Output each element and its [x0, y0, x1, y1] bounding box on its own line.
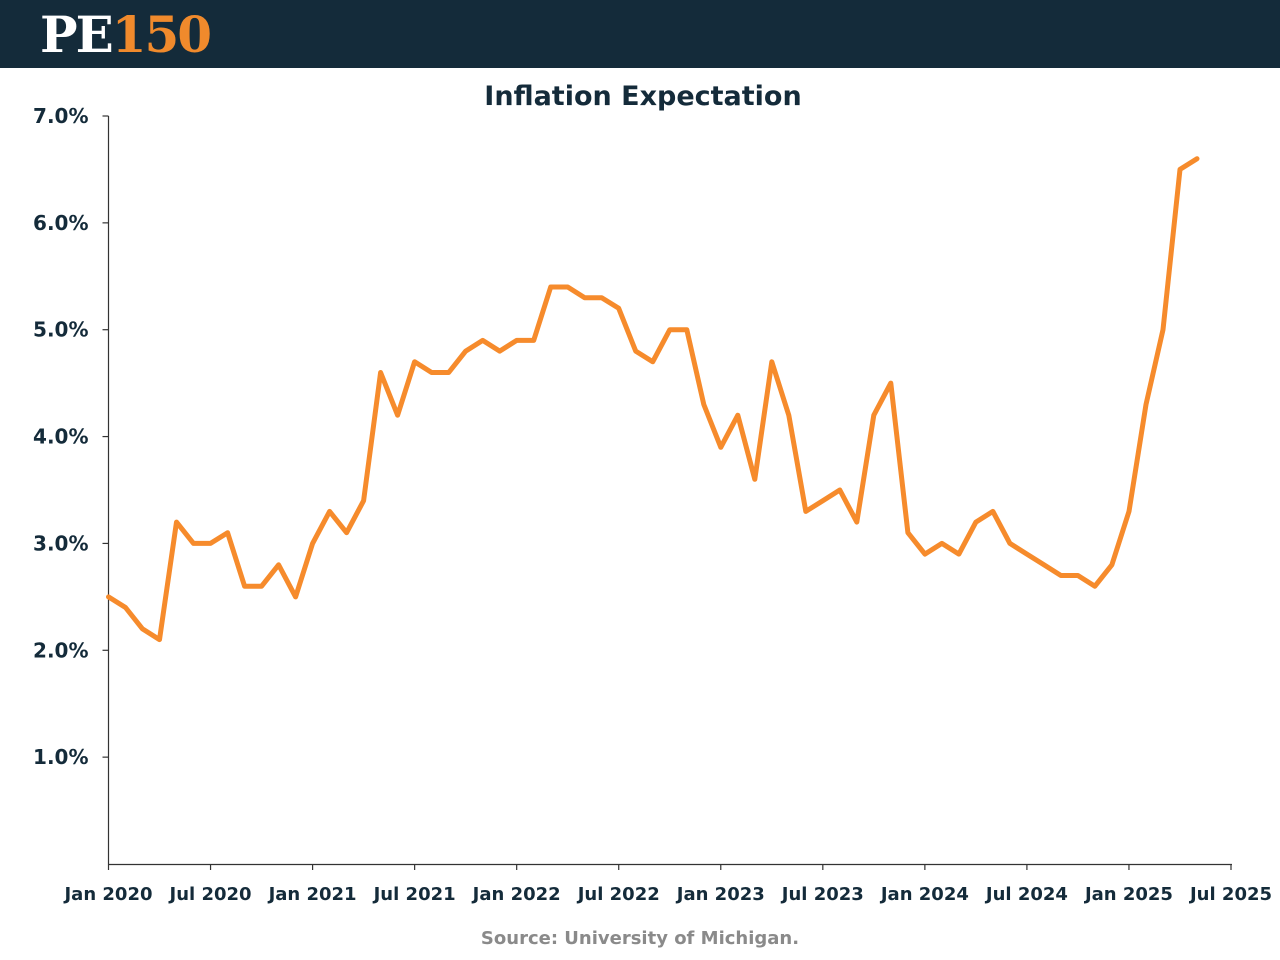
y-tick-label: 1.0%: [33, 745, 88, 769]
x-tick-label: Jul 2021: [372, 884, 456, 905]
x-tick-label: Jul 2023: [780, 884, 864, 905]
x-ticks: Jan 2020 Jul 2020 Jan 2021 Jul 2021 Jan 2022…: [62, 864, 1272, 905]
logo-number: 150: [111, 5, 212, 64]
x-tick-label: Jul 2022: [576, 884, 660, 905]
x-tick-label: Jan 2024: [879, 884, 969, 905]
y-tick-label: 5.0%: [33, 318, 88, 342]
x-tick-label: Jan 2023: [675, 884, 765, 905]
y-ticks: 1.0% 2.0% 3.0% 4.0% 5.0% 6.0% 7.0%: [33, 104, 109, 769]
x-tick-label: Jan 2022: [471, 884, 561, 905]
x-tick-label: Jan 2021: [267, 884, 357, 905]
x-tick-label: Jan 2025: [1083, 884, 1173, 905]
series-line-inflation-expectation: [106, 156, 1200, 643]
logo-letters: PE: [40, 5, 114, 64]
chart-title: Inflation Expectation: [484, 81, 801, 112]
header-bar: PE150: [0, 0, 1280, 68]
y-tick-label: 6.0%: [33, 211, 88, 235]
y-tick-label: 3.0%: [33, 531, 88, 555]
logo: PE150: [40, 5, 212, 64]
y-tick-label: 4.0%: [33, 425, 88, 449]
y-tick-label: 2.0%: [33, 638, 88, 662]
y-tick-label: 7.0%: [33, 104, 88, 128]
x-tick-label: Jan 2020: [62, 884, 152, 905]
x-tick-label: Jul 2025: [1188, 884, 1272, 905]
x-tick-label: Jul 2020: [168, 884, 252, 905]
source-note: Source: University of Michigan.: [480, 928, 800, 949]
line-chart: Inflation Expectation 1.0% 2.0% 3.0% 4.0% 5.…: [33, 81, 1272, 905]
x-tick-label: Jul 2024: [984, 884, 1068, 905]
